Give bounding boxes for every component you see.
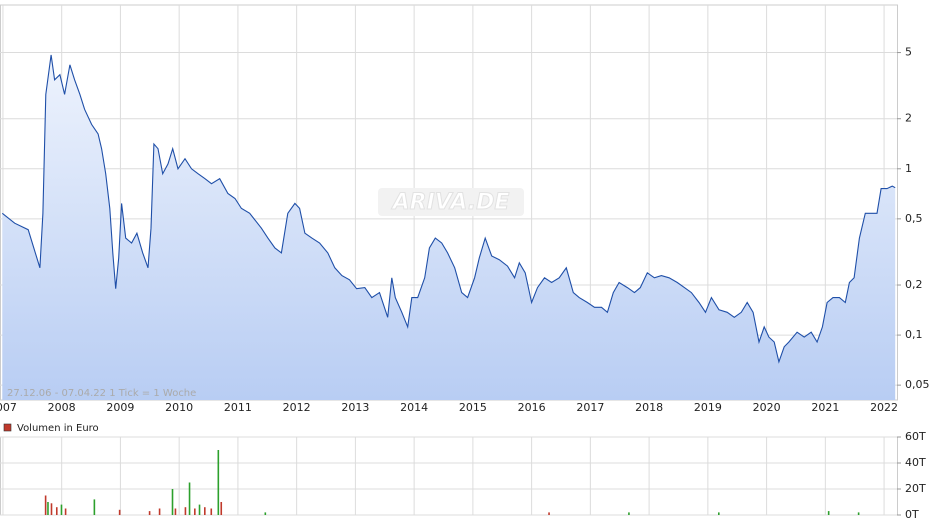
volume-bar <box>220 502 223 515</box>
volume-bar <box>118 509 121 515</box>
volume-bar <box>60 504 63 515</box>
volume-bar <box>827 511 830 515</box>
plot-frame <box>0 436 898 516</box>
volume-bar <box>93 499 96 515</box>
y-tick-label: 60T <box>905 430 926 443</box>
volume-bar <box>64 508 67 515</box>
volume-bar <box>174 508 177 515</box>
y-tick-label: 0,2 <box>905 278 923 291</box>
volume-bar <box>217 450 220 515</box>
volume-panel: 0T 20T 40T 60T Volumen in Euro <box>0 423 926 521</box>
y-tick-label: 40T <box>905 456 926 469</box>
y-tick-label: 2 <box>905 112 912 125</box>
price-line <box>1 54 896 364</box>
x-tick-label: 2020 <box>753 401 781 414</box>
volume-bar <box>44 495 47 515</box>
x-tick-label: 2011 <box>224 401 252 414</box>
x-tick-label: 2013 <box>341 401 369 414</box>
volume-bar <box>171 489 174 515</box>
volume-bar <box>857 512 860 515</box>
legend-swatch <box>3 423 12 432</box>
volume-bar <box>204 507 206 515</box>
y-tick-label: 1 <box>905 162 912 175</box>
x-tick-label: 2016 <box>518 401 546 414</box>
volume-bar <box>184 507 187 515</box>
x-tick-label: 2018 <box>635 401 663 414</box>
x-tick-label: 2008 <box>48 401 76 414</box>
watermark-bg <box>378 188 524 216</box>
volume-bar <box>198 504 201 515</box>
volume-bar <box>210 508 213 515</box>
x-tick-label: 2021 <box>811 401 839 414</box>
volume-bar <box>50 503 53 515</box>
x-tick-label: 2010 <box>165 401 193 414</box>
y-tick-label: 0,05 <box>905 378 930 391</box>
legend-label: Volumen in Euro <box>17 423 99 434</box>
volume-bar <box>194 508 196 515</box>
volume-bar <box>188 482 191 515</box>
volume-bar <box>148 511 151 515</box>
volume-bar <box>718 512 720 515</box>
x-tick-label: 2007 <box>0 401 17 414</box>
x-tick-label: 2014 <box>400 401 428 414</box>
x-tick-label: 2022 <box>870 401 898 414</box>
y-tick-label: 20T <box>905 482 926 495</box>
price-panel: 2007 2008 2009 2010 2011 2012 2013 2014 2015 2016… <box>0 4 930 414</box>
watermark: ARIVA.DE <box>391 190 510 215</box>
x-tick-label: 2019 <box>694 401 722 414</box>
y-tick-label: 0,1 <box>905 328 923 341</box>
price-area <box>2 54 896 401</box>
volume-bar <box>628 512 630 515</box>
volume-bar <box>47 502 49 515</box>
y-tick-label: 0T <box>905 508 919 521</box>
volume-bar <box>264 512 267 515</box>
x-tick-label: 2012 <box>283 401 311 414</box>
y-tick-label: 5 <box>905 46 912 59</box>
volume-bar <box>55 507 58 515</box>
volume-bar <box>158 508 161 515</box>
x-tick-label: 2017 <box>576 401 604 414</box>
x-tick-label: 2009 <box>106 401 134 414</box>
volume-bar <box>548 512 550 515</box>
annotation: 27.12.06 - 07.04.22 1 Tick = 1 Woche <box>7 388 196 399</box>
x-tick-label: 2015 <box>459 401 487 414</box>
y-tick-label: 0,5 <box>905 212 923 225</box>
